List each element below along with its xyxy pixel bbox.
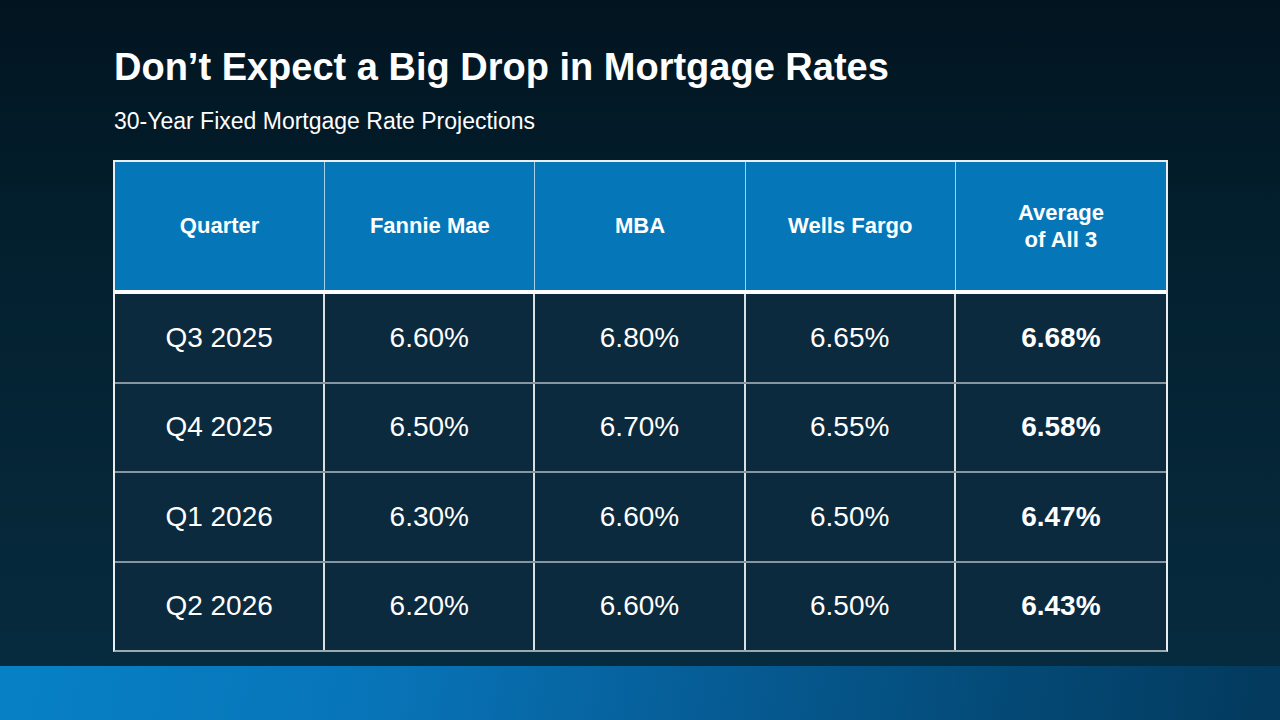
column-header-quarter: Quarter [115,162,325,290]
table-header-row: Quarter Fannie Mae MBA Wells Fargo Avera… [115,162,1166,294]
cell-mba: 6.70% [535,384,745,472]
cell-mba: 6.60% [535,473,745,561]
column-header-average: Average of All 3 [956,162,1166,290]
column-header-mba: MBA [535,162,745,290]
cell-quarter: Q3 2025 [115,294,325,382]
cell-quarter: Q2 2026 [115,563,325,651]
cell-mba: 6.80% [535,294,745,382]
table-row-q3-2025: Q3 2025 6.60% 6.80% 6.65% 6.68% [115,294,1166,382]
cell-fannie-mae: 6.60% [325,294,535,382]
column-header-wells-fargo: Wells Fargo [746,162,956,290]
bottom-accent-bar [0,666,1280,720]
cell-fannie-mae: 6.30% [325,473,535,561]
mortgage-rate-projections-table: Quarter Fannie Mae MBA Wells Fargo Avera… [113,160,1168,652]
cell-average: 6.68% [956,294,1166,382]
slide-subtitle: 30-Year Fixed Mortgage Rate Projections [114,108,535,135]
cell-wells-fargo: 6.55% [746,384,956,472]
cell-average: 6.47% [956,473,1166,561]
cell-wells-fargo: 6.65% [746,294,956,382]
cell-wells-fargo: 6.50% [746,563,956,651]
cell-wells-fargo: 6.50% [746,473,956,561]
cell-average: 6.58% [956,384,1166,472]
cell-quarter: Q4 2025 [115,384,325,472]
cell-fannie-mae: 6.20% [325,563,535,651]
cell-quarter: Q1 2026 [115,473,325,561]
column-header-fannie-mae: Fannie Mae [325,162,535,290]
cell-fannie-mae: 6.50% [325,384,535,472]
table-row-q4-2025: Q4 2025 6.50% 6.70% 6.55% 6.58% [115,382,1166,472]
table-row-q2-2026: Q2 2026 6.20% 6.60% 6.50% 6.43% [115,561,1166,651]
cell-average: 6.43% [956,563,1166,651]
table-row-q1-2026: Q1 2026 6.30% 6.60% 6.50% 6.47% [115,471,1166,561]
slide-title: Don’t Expect a Big Drop in Mortgage Rate… [114,46,889,89]
cell-mba: 6.60% [535,563,745,651]
